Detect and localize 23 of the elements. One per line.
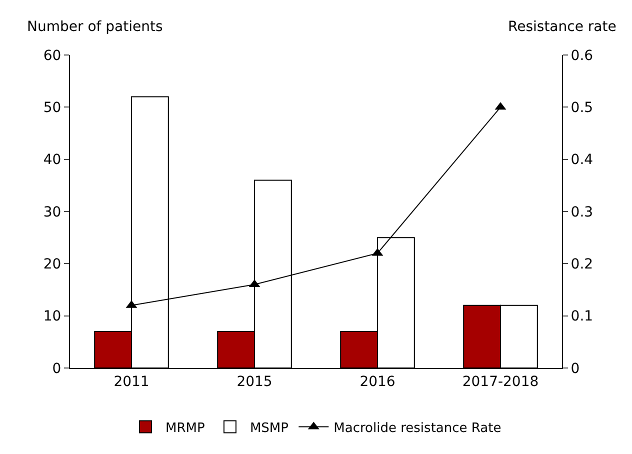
- y-tick-label: 60: [43, 48, 62, 64]
- y2-tick-label: 0.3: [570, 204, 594, 220]
- y-tick-label: 50: [43, 100, 62, 116]
- y2-tick-label: 0.4: [570, 152, 594, 168]
- y2-tick-label: 0.6: [570, 48, 594, 64]
- y2-tick-label: 0.2: [570, 256, 594, 273]
- y2-tick-label: 0: [570, 360, 580, 377]
- legend-label: MSMP: [250, 420, 289, 436]
- y-tick-label: 20: [43, 256, 62, 273]
- y-axis-title: Number of patients: [27, 19, 163, 35]
- y2-tick-label: 0.1: [570, 308, 594, 325]
- y-tick-label: 10: [43, 308, 62, 325]
- y-tick-label: 0: [52, 360, 62, 377]
- x-tick-label: 2011: [114, 374, 150, 390]
- y-tick-label: 30: [43, 204, 62, 220]
- y2-axis-title: Resistance rate: [508, 19, 616, 35]
- x-tick-label: 2017-2018: [462, 374, 539, 390]
- y2-tick-label: 0.5: [570, 100, 594, 116]
- x-tick-label: 2016: [360, 374, 396, 390]
- y-tick-label: 40: [43, 152, 62, 168]
- legend-label: MRMP: [166, 420, 205, 436]
- legend-label: Macrolide resistance Rate: [334, 420, 502, 436]
- x-tick-label: 2015: [236, 374, 272, 390]
